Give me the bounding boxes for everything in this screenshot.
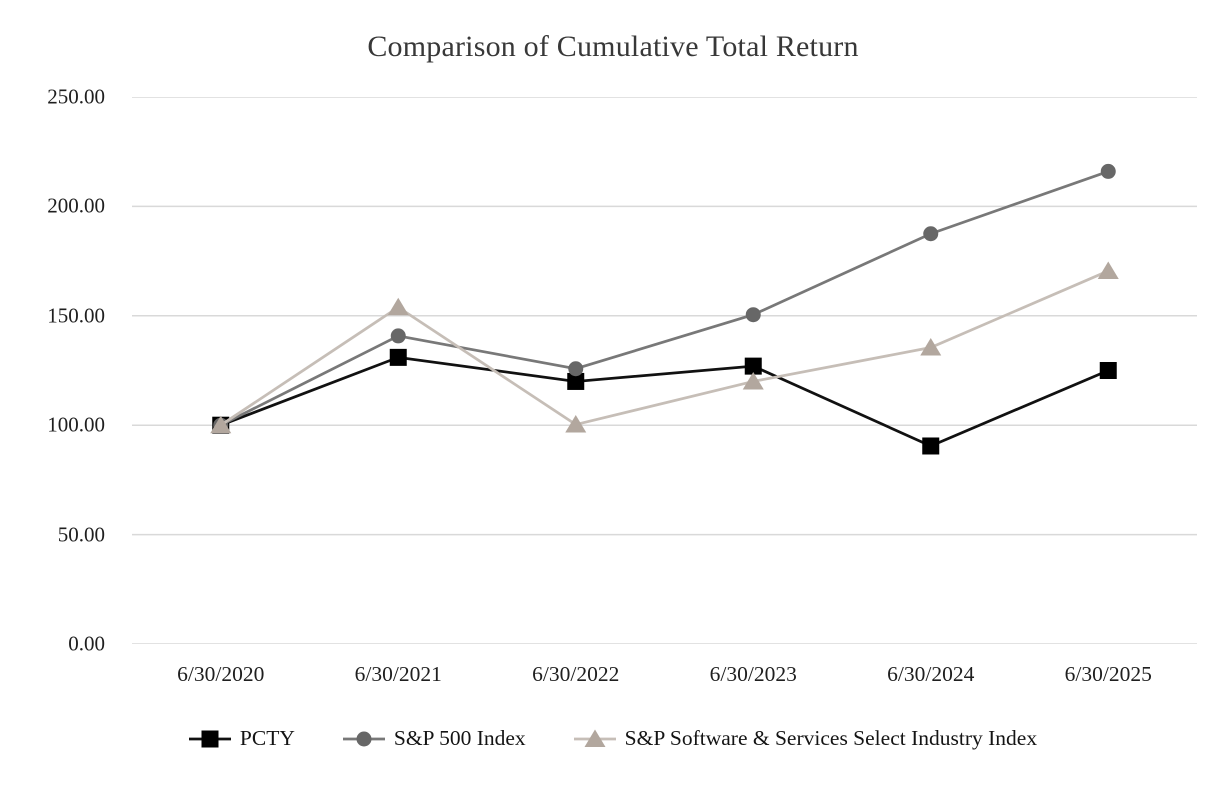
circle-marker	[390, 328, 406, 344]
triangle-marker	[565, 415, 587, 433]
x-axis-tick-label: 6/30/2022	[532, 662, 620, 686]
y-axis-tick-label: 200.00	[47, 193, 105, 218]
legend-label: S&P Software & Services Select Industry …	[624, 726, 1038, 750]
y-axis-tick-label: 250.00	[47, 84, 105, 109]
square-marker	[922, 437, 940, 455]
legend-label: S&P 500 Index	[393, 726, 526, 750]
x-axis-tick-label: 6/30/2021	[354, 662, 442, 686]
square-marker	[389, 348, 407, 366]
y-axis-tick-labels: 250.00 200.00 150.00 100.00 50.00 0.00	[0, 0, 105, 800]
circle-marker	[745, 307, 761, 323]
circle-marker	[923, 226, 939, 242]
x-axis-tick-label: 6/30/2023	[709, 662, 797, 686]
series-line-triangle	[219, 269, 1109, 427]
circle-marker	[356, 731, 372, 746]
square-marker	[744, 357, 762, 375]
triangle-marker	[1097, 261, 1119, 279]
square-marker	[567, 372, 585, 390]
x-axis-tick-label: 6/30/2020	[177, 662, 265, 686]
circle-marker	[1100, 163, 1116, 179]
triangle-marker	[387, 297, 409, 316]
series-line-square	[220, 355, 1109, 448]
triangle-marker	[742, 371, 764, 390]
y-axis-tick-label: 0.00	[68, 631, 105, 656]
x-axis-tick-label: 6/30/2025	[1064, 662, 1152, 686]
chart-legend: PCTY S&P 500 Index S&P Software & Services…	[0, 726, 1226, 751]
y-axis-tick-label: 100.00	[47, 412, 105, 437]
triangle-marker	[210, 415, 232, 434]
x-axis-tick-label: 6/30/2024	[887, 662, 975, 686]
triangle-marker	[584, 729, 606, 747]
square-marker	[1099, 362, 1117, 379]
legend-label: PCTY	[239, 726, 295, 750]
plot-area	[132, 97, 1197, 644]
line-chart-plot	[132, 97, 1197, 644]
y-axis-tick-label: 150.00	[47, 303, 105, 328]
y-axis-tick-label: 50.00	[57, 522, 105, 547]
series-line-circle	[220, 170, 1109, 427]
circle-legend-icon	[342, 731, 385, 746]
square-marker	[201, 730, 219, 747]
legend-item: S&P Software & Services Select Industry …	[573, 726, 1038, 751]
chart-title: Comparison of Cumulative Total Return	[367, 30, 859, 63]
x-axis-tick-labels: 6/30/2020 6/30/2021 6/30/2022 6/30/2023 6/30…	[132, 662, 1197, 692]
circle-marker	[568, 361, 584, 377]
legend-item: PCTY	[188, 726, 295, 751]
legend-item: S&P 500 Index	[342, 726, 526, 751]
square-legend-icon	[188, 730, 231, 747]
triangle-legend-icon	[573, 729, 616, 747]
triangle-marker	[920, 338, 942, 356]
